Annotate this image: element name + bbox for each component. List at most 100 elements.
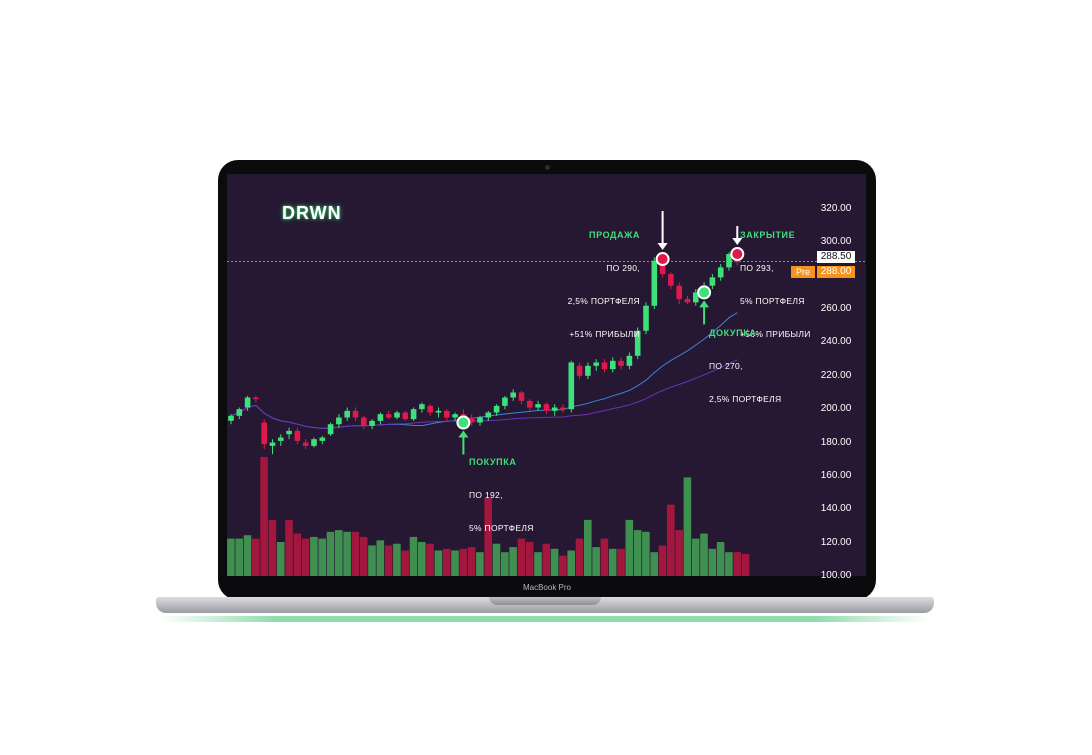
- candle-body: [327, 424, 334, 435]
- volume-bar: [260, 457, 268, 576]
- volume-bar: [716, 542, 725, 576]
- volume-bar: [252, 538, 260, 576]
- candle-body: [676, 285, 682, 300]
- volume-bar: [617, 548, 625, 576]
- ma-fast-line: [230, 312, 738, 429]
- candle-body: [601, 362, 608, 370]
- candle-body: [634, 330, 641, 356]
- volume-bar: [451, 550, 459, 576]
- sell-line-1: ПО 290,: [606, 263, 640, 273]
- candle-body: [518, 392, 525, 401]
- volume-bar: [243, 535, 252, 576]
- device-label: MacBook Pro: [522, 583, 572, 592]
- premarket-price: 288.00: [817, 266, 855, 278]
- volume-bar: [509, 547, 517, 576]
- volume-bar: [409, 536, 418, 576]
- volume-bar: [476, 552, 484, 576]
- volume-bar: [667, 504, 675, 576]
- candle-body: [261, 422, 267, 445]
- volume-bar: [633, 530, 642, 576]
- add-arrow-head: [699, 300, 710, 308]
- candle-body: [493, 405, 500, 413]
- volume-bar: [534, 552, 542, 576]
- brand-logo: DRWN: [282, 203, 342, 223]
- volume-bar: [326, 531, 335, 576]
- candle-body: [377, 414, 384, 421]
- volume-bar: [683, 477, 692, 576]
- volume-bar: [459, 548, 468, 576]
- candle-body: [726, 254, 732, 268]
- volume-bar: [442, 548, 451, 576]
- buy-line-1: ПО 192,: [469, 490, 503, 500]
- volume-bar: [335, 530, 343, 576]
- candle-body: [427, 405, 433, 413]
- sell-arrow-head: [657, 243, 668, 251]
- volume-bar: [368, 545, 376, 576]
- buy-line-2: 5% ПОРТФЕЛЯ: [469, 523, 534, 533]
- volume-bar: [318, 538, 326, 576]
- volume-bar: [359, 536, 368, 576]
- close-line-1: ПО 293,: [740, 263, 774, 273]
- candle-body: [709, 277, 716, 286]
- volume-bar: [650, 552, 658, 576]
- y-tick-label: 300.00: [820, 236, 852, 248]
- add-marker: [697, 285, 712, 300]
- candle-body: [444, 410, 450, 418]
- candle-body: [659, 260, 666, 275]
- current-price-label: 288.50: [817, 251, 855, 263]
- candle-body: [535, 404, 541, 408]
- volume-bar: [600, 538, 609, 576]
- candle-body: [452, 414, 458, 418]
- volume-bar: [376, 540, 385, 576]
- volume-bar: [575, 538, 584, 576]
- sell-marker: [655, 252, 670, 267]
- candle-body: [527, 400, 533, 408]
- candle-body: [576, 365, 583, 376]
- candle-body: [228, 415, 234, 421]
- candle-body: [311, 439, 317, 446]
- candle-body: [543, 404, 550, 411]
- sell-line-3: +51% ПРИБЫЛИ: [569, 329, 640, 339]
- volume-bar: [625, 519, 634, 576]
- candle-body: [302, 442, 309, 446]
- candle-body: [419, 404, 425, 410]
- volume-bar: [418, 542, 426, 576]
- volume-bar: [733, 552, 741, 576]
- volume-bar: [559, 555, 567, 576]
- green-glow: [160, 616, 930, 622]
- volume-bar: [608, 548, 617, 576]
- candle-body: [593, 362, 599, 366]
- volume-bar: [691, 538, 700, 576]
- volume-bar: [741, 553, 750, 576]
- close-title: ЗАКРЫТИЕ: [740, 230, 796, 240]
- ma-slow-line: [230, 359, 738, 429]
- candle-body: [560, 407, 566, 410]
- close-annotation: ЗАКРЫТИЕ ПО 293, 5% ПОРТФЕЛЯ +56% ПРИБЫЛ…: [740, 208, 811, 351]
- close-line-3: +56% ПРИБЫЛИ: [740, 329, 811, 339]
- volume-bar: [401, 550, 409, 576]
- candle-body: [236, 409, 243, 416]
- volume-bar: [542, 543, 551, 576]
- candle-body: [502, 397, 508, 406]
- close-arrow-head: [732, 238, 743, 246]
- candle-body: [278, 437, 284, 441]
- add-title: ДОКУПКА: [709, 328, 757, 338]
- volume-bar: [484, 497, 492, 576]
- volume-bar: [675, 530, 683, 576]
- candle-body: [385, 414, 392, 418]
- volume-bar: [293, 533, 302, 576]
- volume-bar: [227, 538, 235, 576]
- candle-body: [585, 365, 591, 376]
- volume-bar: [708, 548, 717, 576]
- volume-bar: [351, 531, 360, 576]
- candle-body: [319, 437, 326, 441]
- candle-body: [717, 267, 724, 278]
- y-tick-label: 180.00: [820, 436, 852, 448]
- y-tick-label: 320.00: [820, 203, 852, 214]
- volume-bar: [658, 545, 667, 576]
- y-tick-label: 200.00: [820, 403, 852, 415]
- y-tick-label: 100.00: [820, 570, 852, 578]
- laptop-notch: [489, 597, 601, 605]
- candle-body: [336, 417, 342, 425]
